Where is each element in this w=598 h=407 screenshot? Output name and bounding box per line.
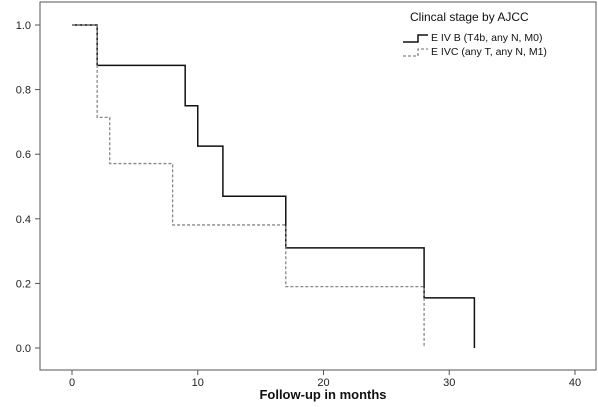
y-tick-label: 0.0 <box>16 343 31 355</box>
series-line-2 <box>72 24 425 348</box>
y-tick-label: 0.4 <box>16 214 31 226</box>
x-tick-label: 10 <box>192 377 204 389</box>
legend-swatch-2 <box>403 48 428 57</box>
x-tick-label: 0 <box>69 377 75 389</box>
y-tick-label: 0.2 <box>16 278 31 290</box>
legend-label-2: E IVC (any T, any N, M1) <box>431 46 547 58</box>
legend-swatch-1 <box>403 34 428 43</box>
legend-items: E IV B (T4b, any N, M0) E IVC (any T, any… <box>403 32 547 58</box>
legend-label-1: E IV B (T4b, any N, M0) <box>431 32 542 44</box>
legend: Clincal stage by AJCC E IV B (T4b, any N… <box>403 10 547 58</box>
series-line-1 <box>72 24 476 348</box>
x-axis-title: Follow-up in months <box>259 387 386 402</box>
x-tick-label: 40 <box>569 377 581 389</box>
plot-frame <box>39 1 597 371</box>
x-axis: 0 10 20 30 40 <box>69 370 581 389</box>
y-tick-label: 1.0 <box>16 20 31 32</box>
series-layer <box>72 24 476 348</box>
legend-title: Clincal stage by AJCC <box>410 10 529 24</box>
x-tick-label: 30 <box>443 377 455 389</box>
x-tick-label: 20 <box>317 377 329 389</box>
y-axis: 0.0 0.2 0.4 0.6 0.8 1.0 <box>16 20 40 355</box>
y-tick-label: 0.8 <box>16 85 31 97</box>
y-tick-label: 0.6 <box>16 149 31 161</box>
